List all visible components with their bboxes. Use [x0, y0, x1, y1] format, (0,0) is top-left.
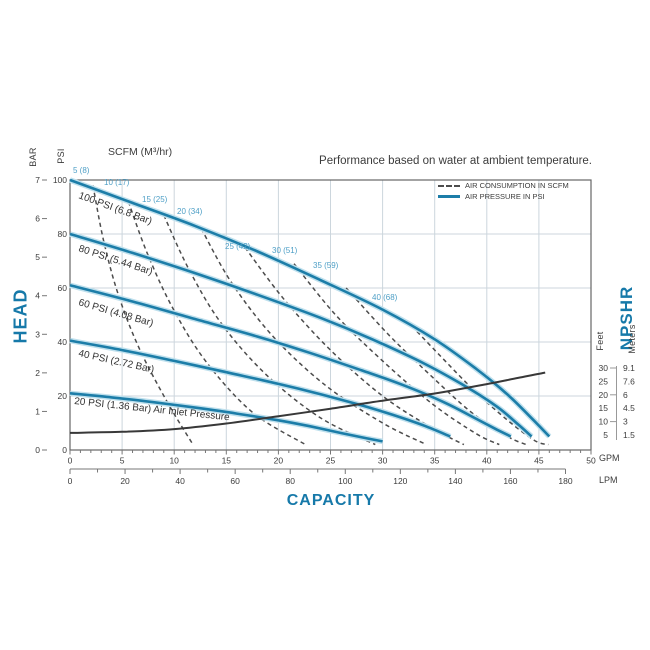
air-consumption-curve-5-scfm — [92, 185, 194, 445]
psi-axis-title: PSI — [56, 148, 66, 164]
gpm-tick-label: 35 — [430, 456, 440, 466]
air-consumption-curve-35-scfm — [345, 287, 527, 446]
feet-tick-label: 20 — [599, 390, 609, 400]
feet-tick-label: 10 — [599, 417, 609, 427]
scfm-value-label: 25 (42) — [225, 242, 251, 251]
bar-tick-label: 1 — [35, 406, 40, 416]
bar-tick-label: 2 — [35, 368, 40, 378]
gpm-tick-label: 0 — [68, 456, 73, 466]
bar-tick-label: 7 — [35, 175, 40, 185]
air-consumption-curve-15-scfm — [163, 214, 376, 446]
lpm-tick-label: 100 — [338, 476, 352, 486]
lpm-tick-label: 60 — [230, 476, 240, 486]
legend-row-consumption: AIR CONSUMPTION IN SCFM — [438, 181, 569, 190]
feet-tick-label: 15 — [599, 403, 609, 413]
psi-tick-label: 80 — [58, 229, 68, 239]
psi-tick-label: 60 — [58, 283, 68, 293]
head-axis-title: HEAD — [10, 288, 31, 344]
bar-tick-label: 3 — [35, 329, 40, 339]
gpm-tick-label: 45 — [534, 456, 544, 466]
bar-tick-label: 0 — [35, 445, 40, 455]
air-consumption-curve-40-scfm — [406, 319, 549, 446]
lpm-unit-label: LPM — [599, 475, 618, 485]
meters-tick-label: 6 — [623, 390, 628, 400]
scfm-value-label: 20 (34) — [177, 207, 203, 216]
gpm-tick-label: 50 — [586, 456, 596, 466]
gpm-tick-label: 40 — [482, 456, 492, 466]
scfm-value-label: 15 (25) — [142, 195, 168, 204]
scfm-value-label: 35 (59) — [313, 261, 339, 270]
psi-tick-label: 20 — [58, 391, 68, 401]
psi-tick-label: 100 — [53, 175, 67, 185]
scfm-value-label: 10 (17) — [104, 178, 130, 187]
bar-axis-title: BAR — [28, 147, 38, 167]
40-psi-curve — [69, 339, 451, 438]
solid-line-sample-icon — [438, 195, 460, 198]
lpm-tick-label: 140 — [448, 476, 462, 486]
lpm-tick-label: 80 — [285, 476, 295, 486]
lpm-tick-label: 40 — [175, 476, 185, 486]
scfm-value-label: 30 (51) — [272, 246, 298, 255]
gpm-tick-label: 15 — [222, 456, 232, 466]
gpm-tick-label: 30 — [378, 456, 388, 466]
lpm-tick-label: 120 — [393, 476, 407, 486]
chart-note: Performance based on water at ambient te… — [319, 155, 592, 167]
dashed-line-sample-icon — [438, 184, 460, 187]
80-psi-curve — [69, 232, 533, 438]
gpm-tick-label: 5 — [120, 456, 125, 466]
legend-pressure-label: AIR PRESSURE IN PSI — [465, 192, 545, 201]
meters-tick-label: 3 — [623, 417, 628, 427]
legend-consumption-label: AIR CONSUMPTION IN SCFM — [465, 181, 569, 190]
gpm-tick-label: 25 — [326, 456, 336, 466]
capacity-axis-title: CAPACITY — [286, 492, 376, 509]
100-psi-curve — [69, 178, 551, 438]
meters-axis-title: Meters — [627, 324, 637, 354]
psi-tick-label: 40 — [58, 337, 68, 347]
bar-tick-label: 4 — [35, 291, 40, 301]
scfm-value-label: 40 (68) — [372, 293, 398, 302]
scfm-value-label: 5 (8) — [73, 166, 90, 175]
gpm-unit-label: GPM — [599, 453, 620, 463]
feet-axis-title: Feet — [595, 331, 605, 351]
legend-row-pressure: AIR PRESSURE IN PSI — [438, 192, 569, 201]
meters-tick-label: 1.5 — [623, 430, 635, 440]
gpm-tick-label: 10 — [169, 456, 179, 466]
chart-legend: AIR CONSUMPTION IN SCFM AIR PRESSURE IN … — [438, 181, 569, 201]
lpm-tick-label: 180 — [558, 476, 572, 486]
meters-tick-label: 7.6 — [623, 376, 635, 386]
scfm-axis-header: SCFM (M³/hr) — [108, 146, 173, 158]
feet-tick-label: 30 — [599, 363, 609, 373]
lpm-tick-label: 20 — [120, 476, 130, 486]
lpm-tick-label: 0 — [68, 476, 73, 486]
bar-tick-label: 5 — [35, 252, 40, 262]
psi-tick-label: 0 — [62, 445, 67, 455]
meters-tick-label: 9.1 — [623, 363, 635, 373]
bar-tick-label: 6 — [35, 214, 40, 224]
feet-tick-label: 25 — [599, 376, 609, 386]
meters-tick-label: 4.5 — [623, 403, 635, 413]
air-consumption-curve-30-scfm — [293, 263, 500, 446]
60-psi-curve — [69, 284, 512, 438]
gpm-tick-label: 20 — [274, 456, 284, 466]
20-psi-curve — [69, 392, 383, 443]
feet-tick-label: 5 — [603, 430, 608, 440]
npshr-curve — [69, 371, 546, 434]
40-psi-curve-halo — [69, 337, 452, 440]
lpm-tick-label: 160 — [503, 476, 517, 486]
